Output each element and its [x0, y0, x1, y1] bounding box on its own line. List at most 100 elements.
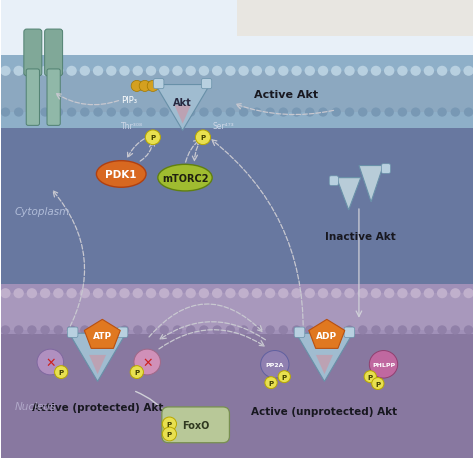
Text: P: P: [59, 369, 64, 375]
Circle shape: [305, 67, 315, 77]
Circle shape: [185, 289, 196, 299]
Ellipse shape: [96, 161, 146, 188]
Circle shape: [159, 67, 169, 77]
Circle shape: [464, 325, 474, 335]
Circle shape: [139, 81, 151, 92]
Circle shape: [131, 81, 143, 92]
Circle shape: [411, 325, 420, 335]
FancyBboxPatch shape: [0, 285, 474, 335]
Circle shape: [398, 325, 407, 335]
Circle shape: [371, 289, 381, 299]
Text: Inactive Akt: Inactive Akt: [325, 232, 395, 242]
Circle shape: [225, 67, 236, 77]
Circle shape: [67, 325, 76, 335]
Circle shape: [162, 417, 176, 431]
Polygon shape: [359, 166, 383, 202]
Circle shape: [120, 325, 129, 335]
Circle shape: [292, 289, 302, 299]
Circle shape: [93, 325, 103, 335]
Text: P: P: [268, 380, 273, 386]
Circle shape: [212, 67, 222, 77]
Text: P: P: [150, 135, 155, 141]
FancyBboxPatch shape: [45, 30, 63, 77]
Circle shape: [55, 366, 68, 379]
Circle shape: [199, 67, 209, 77]
Circle shape: [252, 108, 262, 118]
Circle shape: [438, 325, 447, 335]
Text: P: P: [368, 374, 373, 380]
Text: Active (protected) Akt: Active (protected) Akt: [32, 403, 163, 413]
Text: ATP: ATP: [93, 331, 112, 340]
Circle shape: [93, 67, 103, 77]
Circle shape: [265, 289, 275, 299]
Circle shape: [397, 67, 408, 77]
Circle shape: [80, 325, 90, 335]
Circle shape: [54, 325, 63, 335]
FancyBboxPatch shape: [154, 79, 164, 90]
Circle shape: [410, 67, 421, 77]
Circle shape: [357, 289, 368, 299]
Text: ADP: ADP: [316, 331, 337, 340]
Circle shape: [464, 289, 474, 299]
Circle shape: [450, 289, 461, 299]
Text: Cytoplasm: Cytoplasm: [15, 206, 70, 216]
Circle shape: [371, 108, 381, 118]
Circle shape: [93, 289, 103, 299]
Circle shape: [238, 67, 249, 77]
Text: PP2A: PP2A: [265, 362, 284, 367]
Circle shape: [107, 108, 116, 118]
Circle shape: [438, 108, 447, 118]
Circle shape: [226, 325, 235, 335]
Ellipse shape: [158, 165, 212, 191]
Circle shape: [344, 67, 355, 77]
Circle shape: [173, 325, 182, 335]
Polygon shape: [309, 319, 345, 349]
Circle shape: [384, 108, 394, 118]
Circle shape: [265, 325, 275, 335]
FancyBboxPatch shape: [24, 30, 42, 77]
FancyBboxPatch shape: [26, 70, 39, 126]
Circle shape: [53, 289, 64, 299]
Polygon shape: [337, 178, 361, 211]
Circle shape: [305, 325, 315, 335]
FancyBboxPatch shape: [162, 407, 229, 443]
Circle shape: [186, 108, 195, 118]
Circle shape: [199, 289, 209, 299]
Circle shape: [173, 108, 182, 118]
Circle shape: [397, 289, 408, 299]
Circle shape: [80, 108, 90, 118]
Circle shape: [133, 108, 143, 118]
Text: Thr³⁰⁸: Thr³⁰⁸: [121, 122, 144, 131]
Circle shape: [159, 325, 169, 335]
FancyBboxPatch shape: [0, 72, 474, 113]
Circle shape: [411, 108, 420, 118]
Text: ✕: ✕: [45, 356, 55, 369]
Circle shape: [371, 67, 381, 77]
Text: PIP₃: PIP₃: [121, 96, 137, 105]
Circle shape: [225, 289, 236, 299]
Circle shape: [146, 108, 156, 118]
Circle shape: [331, 67, 341, 77]
Circle shape: [172, 289, 182, 299]
FancyBboxPatch shape: [0, 294, 474, 330]
Circle shape: [358, 325, 367, 335]
Circle shape: [119, 289, 130, 299]
Text: PDK1: PDK1: [105, 169, 137, 179]
Circle shape: [424, 289, 434, 299]
FancyBboxPatch shape: [382, 164, 391, 174]
FancyBboxPatch shape: [0, 335, 474, 458]
Circle shape: [14, 108, 23, 118]
Circle shape: [292, 108, 301, 118]
FancyBboxPatch shape: [117, 327, 128, 338]
Text: Ser⁴⁷³: Ser⁴⁷³: [212, 122, 234, 131]
Circle shape: [146, 67, 156, 77]
Circle shape: [226, 108, 235, 118]
Circle shape: [331, 289, 341, 299]
Circle shape: [451, 108, 460, 118]
Circle shape: [239, 108, 248, 118]
Circle shape: [450, 67, 461, 77]
Circle shape: [133, 325, 143, 335]
Circle shape: [252, 325, 262, 335]
Circle shape: [40, 325, 50, 335]
FancyBboxPatch shape: [344, 327, 355, 338]
